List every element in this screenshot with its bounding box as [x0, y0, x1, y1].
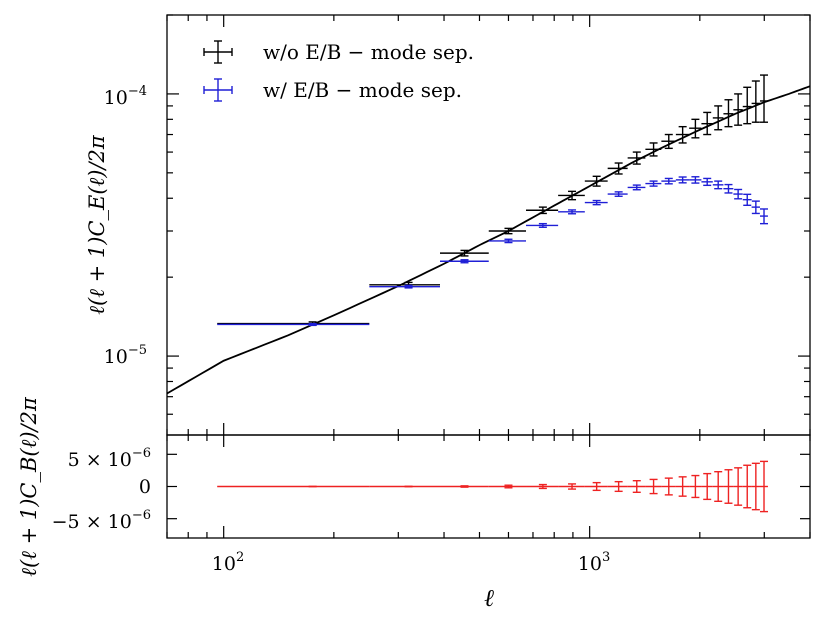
blue-errorbar-point	[369, 284, 441, 289]
bottom-axis-ticks	[166, 435, 811, 538]
red-errorbar-point	[723, 469, 734, 504]
red-errorbar-point	[661, 477, 676, 496]
blue-errorbar-point	[584, 199, 608, 206]
black-errorbar-point	[607, 162, 628, 175]
red-errorbar-point	[742, 464, 752, 509]
blue-errorbar-point	[607, 191, 628, 197]
red-errorbar-point	[675, 476, 690, 497]
black-errorbar-point	[558, 190, 585, 201]
bottom-y-axis-label: ℓ(ℓ + 1)C_B(ℓ)/2π	[17, 396, 41, 577]
red-errorbar-point	[645, 478, 662, 495]
black-errorbar-point	[661, 133, 676, 150]
ytick-bottom-zero: 0	[139, 476, 151, 498]
black-errorbar-point	[488, 227, 527, 235]
blue-errorbar-point	[488, 238, 527, 244]
bottom-series-group	[217, 460, 769, 513]
ytick-top-1e-4: 10−4	[104, 84, 147, 109]
legend-label-blue: w/ E/B − mode sep.	[263, 78, 462, 102]
red-errorbar-point	[558, 483, 585, 490]
black-errorbar-point	[742, 86, 752, 125]
black-errorbar-point	[759, 74, 769, 123]
red-errorbar-point	[584, 481, 608, 492]
black-errorbar-point	[751, 80, 760, 123]
legend-marker-black	[203, 40, 233, 64]
red-errorbar-point	[759, 460, 769, 513]
xtick-100: 102	[212, 550, 244, 575]
black-errorbar-point	[733, 93, 743, 126]
blue-errorbar-point	[675, 176, 690, 184]
blue-errorbar-point	[723, 183, 734, 194]
red-errorbar-point	[627, 480, 646, 493]
blue-errorbar-point	[712, 180, 724, 190]
red-errorbar-point	[488, 484, 527, 489]
ytick-top-1e-5: 10−5	[104, 343, 147, 368]
red-errorbar-point	[733, 467, 743, 506]
top-series-group	[217, 74, 769, 327]
black-errorbar-point	[526, 206, 559, 215]
black-errorbar-point	[675, 125, 690, 144]
top-axis-ticks	[166, 14, 811, 435]
blue-errorbar-point	[701, 177, 713, 187]
red-errorbar-point	[712, 470, 724, 503]
ytick-bottom-pos: 5 × 10−6	[68, 446, 151, 471]
xtick-1000: 103	[578, 550, 610, 575]
black-errorbar-point	[645, 142, 662, 157]
model-curve	[166, 85, 811, 395]
model-curve-group	[166, 85, 811, 395]
blue-errorbar-point	[661, 177, 676, 185]
ytick-bottom-neg: −5 × 10−6	[52, 508, 151, 533]
red-errorbar-point	[440, 485, 489, 488]
top-y-axis-label: ℓ(ℓ + 1)C_E(ℓ)/2π	[85, 134, 109, 315]
legend-marker-blue	[203, 78, 233, 102]
x-axis-label: ℓ	[484, 584, 494, 612]
blue-errorbar-point	[217, 322, 370, 327]
blue-errorbar-point	[742, 193, 752, 206]
legend: w/o E/B − mode sep. w/ E/B − mode sep.	[203, 40, 474, 102]
black-errorbar-point	[689, 118, 702, 139]
red-errorbar-point	[751, 462, 760, 511]
blue-errorbar-point	[689, 176, 702, 184]
black-errorbar-point	[712, 105, 724, 131]
black-errorbar-point	[584, 175, 608, 187]
blue-errorbar-point	[751, 200, 760, 215]
blue-errorbar-point	[627, 184, 646, 191]
black-errorbar-point	[440, 249, 489, 257]
blue-errorbar-point	[440, 259, 489, 264]
blue-errorbar-point	[558, 209, 585, 215]
red-errorbar-point	[526, 483, 559, 490]
black-errorbar-point	[723, 99, 734, 128]
blue-errorbar-point	[759, 208, 769, 225]
blue-errorbar-point	[733, 188, 743, 200]
black-errorbar-point	[701, 111, 713, 136]
red-errorbar-point	[701, 472, 713, 501]
blue-errorbar-point	[526, 222, 559, 228]
legend-label-black: w/o E/B − mode sep.	[263, 40, 474, 64]
red-errorbar-point	[689, 474, 702, 499]
black-errorbar-point	[627, 151, 646, 165]
blue-errorbar-point	[645, 180, 662, 187]
red-errorbar-point	[607, 480, 628, 493]
